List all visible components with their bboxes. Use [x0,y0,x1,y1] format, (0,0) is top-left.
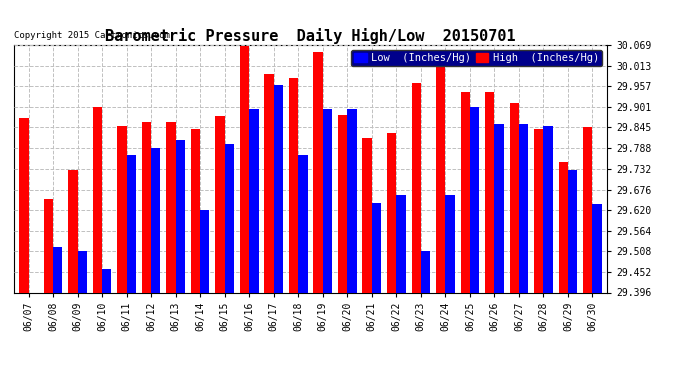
Bar [77,251,87,292]
Bar [249,109,259,292]
Legend: Low  (Inches/Hg), High  (Inches/Hg): Low (Inches/Hg), High (Inches/Hg) [351,50,602,66]
Bar [191,129,200,292]
Bar [53,247,62,292]
Bar [264,74,274,292]
Bar [166,122,176,292]
Bar [347,109,357,292]
Bar [495,124,504,292]
Title: Barometric Pressure  Daily High/Low  20150701: Barometric Pressure Daily High/Low 20150… [105,28,516,44]
Bar [510,104,519,292]
Bar [151,148,161,292]
Bar [470,107,479,292]
Bar [583,128,593,292]
Bar [274,85,283,292]
Bar [176,140,185,292]
Bar [313,52,323,292]
Bar [338,114,347,292]
Bar [559,162,568,292]
Bar [445,195,455,292]
Bar [43,199,53,292]
Bar [519,124,529,292]
Bar [200,210,210,292]
Bar [215,116,225,292]
Bar [323,109,332,292]
Bar [396,195,406,292]
Bar [372,203,381,292]
Bar [68,170,77,292]
Bar [225,144,234,292]
Bar [593,204,602,292]
Bar [421,251,430,292]
Bar [362,138,372,292]
Bar [289,78,298,292]
Bar [19,118,28,292]
Bar [534,129,544,292]
Bar [436,56,445,292]
Bar [102,269,111,292]
Bar [568,170,578,292]
Bar [117,126,126,292]
Bar [544,126,553,292]
Bar [126,155,136,292]
Bar [460,93,470,292]
Bar [298,155,308,292]
Bar [142,122,151,292]
Text: Copyright 2015 Cartronics.com: Copyright 2015 Cartronics.com [14,31,170,40]
Bar [411,83,421,292]
Bar [92,107,102,292]
Bar [485,93,495,292]
Bar [387,133,396,292]
Bar [240,46,249,292]
